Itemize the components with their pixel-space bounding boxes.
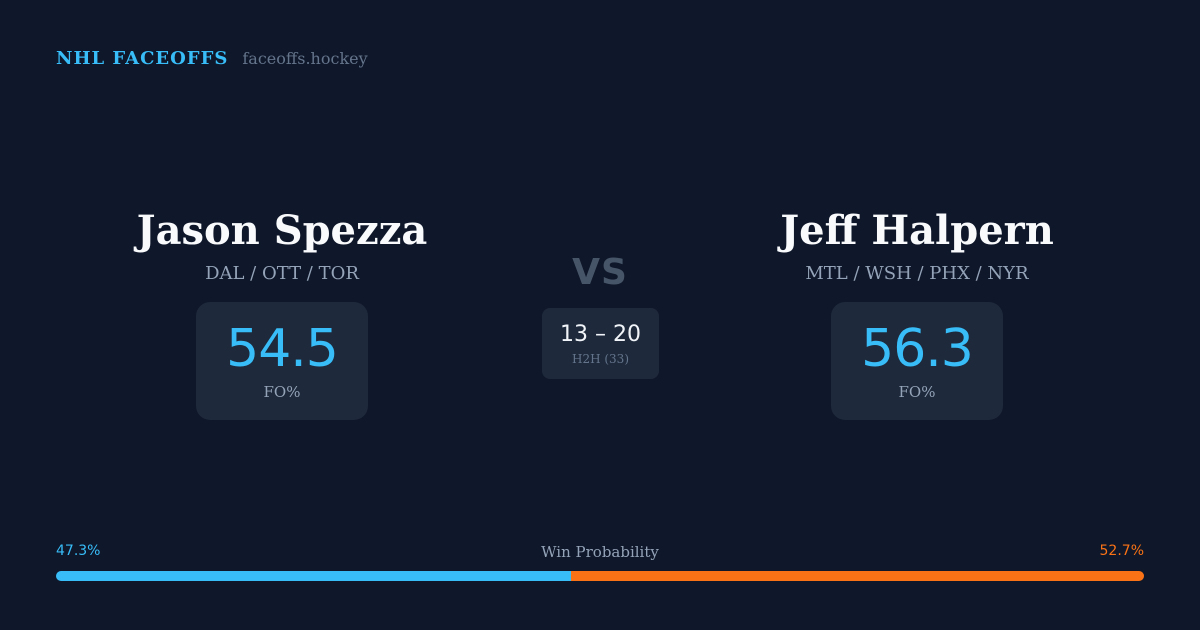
versus-label: VS (572, 252, 628, 293)
player-left-fo-label: FO% (263, 383, 301, 401)
win-probability-labels: 47.3% Win Probability 52.7% (56, 543, 1144, 563)
player-left: Jason Spezza DAL / OTT / TOR 54.5 FO% (72, 205, 492, 420)
player-right: Jeff Halpern MTL / WSH / PHX / NYR 56.3 … (707, 205, 1127, 420)
player-right-teams: MTL / WSH / PHX / NYR (805, 263, 1029, 284)
player-right-fo-label: FO% (898, 383, 936, 401)
win-probability-left-percent: 47.3% (56, 543, 101, 559)
player-right-name: Jeff Halpern (780, 207, 1054, 254)
player-right-fo-value: 56.3 (861, 319, 974, 379)
brand: NHL FACEOFFS faceoffs.hockey (56, 48, 368, 69)
head-to-head-card: 13 – 20 H2H (33) (542, 308, 659, 379)
player-right-fo-card: 56.3 FO% (831, 302, 1003, 420)
win-probability-bar (56, 571, 1144, 581)
player-left-teams: DAL / OTT / TOR (205, 263, 359, 284)
brand-name: NHL FACEOFFS (56, 48, 229, 69)
win-probability-title: Win Probability (541, 543, 659, 561)
head-to-head-label: H2H (33) (571, 351, 629, 366)
win-probability-left-fill (56, 571, 571, 581)
win-probability-right-fill (570, 571, 1144, 581)
player-left-fo-card: 54.5 FO% (196, 302, 368, 420)
brand-site: faceoffs.hockey (242, 49, 368, 68)
player-left-fo-value: 54.5 (226, 319, 339, 379)
head-to-head-score: 13 – 20 (560, 321, 641, 347)
win-probability-right-percent: 52.7% (1099, 543, 1144, 559)
player-left-name: Jason Spezza (136, 207, 428, 254)
